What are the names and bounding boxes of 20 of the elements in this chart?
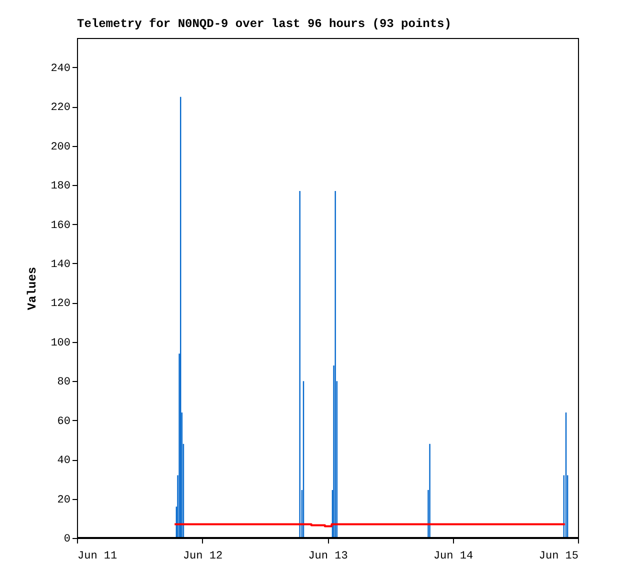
y-tick-label: 180 bbox=[50, 180, 70, 193]
x-tick-label: Jun 15 bbox=[538, 550, 578, 562]
y-tick-label: 20 bbox=[57, 494, 70, 506]
x-tick-label: Jun 13 bbox=[308, 550, 348, 562]
y-tick-label: 140 bbox=[50, 258, 70, 271]
y-tick-label: 40 bbox=[57, 455, 70, 468]
y-tick-label: 220 bbox=[50, 102, 70, 114]
x-tick-label: Jun 12 bbox=[182, 550, 223, 562]
x-tick-label: Jun 14 bbox=[433, 550, 474, 562]
y-tick-label: 100 bbox=[50, 337, 70, 350]
x-tick-label: Jun 11 bbox=[78, 550, 118, 562]
y-tick-label: 80 bbox=[57, 376, 70, 389]
y-tick-label: 120 bbox=[50, 298, 70, 310]
y-tick-label: 200 bbox=[50, 141, 70, 154]
y-tick-label: 160 bbox=[50, 220, 70, 232]
y-tick-label: 240 bbox=[50, 62, 70, 75]
y-axis-title: Values bbox=[26, 266, 40, 310]
y-tick-label: 0 bbox=[64, 534, 70, 546]
y-tick-label: 60 bbox=[57, 416, 70, 428]
chart-title: Telemetry for N0NQD-9 over last 96 hours (93 points) bbox=[77, 17, 452, 31]
